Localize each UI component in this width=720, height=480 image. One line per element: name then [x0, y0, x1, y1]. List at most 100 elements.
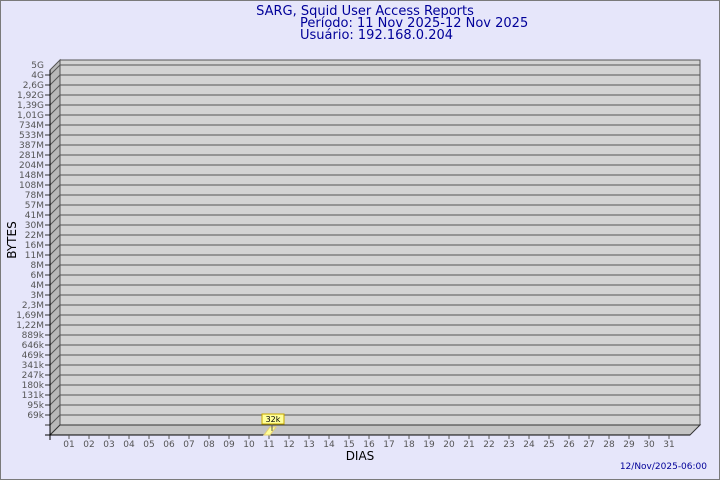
bar-label-box: [261, 413, 285, 425]
grid-line-side: [49, 244, 61, 256]
grid-line-side: [49, 314, 61, 326]
grid-line-side: [49, 344, 61, 356]
grid-line-side: [49, 284, 61, 296]
x-tick-label: 21: [463, 440, 474, 450]
y-tick-label: 148M: [19, 171, 44, 181]
y-tick-label: 41M: [25, 211, 44, 221]
grid-line-side: [49, 304, 61, 316]
bar: [263, 426, 277, 436]
grid-line-side: [49, 154, 61, 166]
y-tick-label: 69k: [27, 411, 44, 421]
x-tick-label: 09: [223, 440, 235, 450]
grid-line-side: [49, 144, 61, 156]
grid-line-side: [49, 214, 61, 226]
x-tick-label: 06: [163, 440, 175, 450]
y-tick-label: 1,69M: [16, 311, 44, 321]
y-tick-label: 889k: [22, 331, 45, 341]
grid-line-side: [49, 74, 61, 86]
bar-data-label: 32k: [266, 415, 281, 424]
grid-line-side: [49, 324, 61, 336]
chart-subtitle-user: Usuário: 192.168.0.204: [300, 28, 453, 43]
grid-line-side: [49, 294, 61, 306]
grid-line-side: [49, 364, 61, 376]
grid-line-side: [49, 204, 61, 216]
x-tick-label: 04: [123, 440, 135, 450]
y-tick-label: 2,6G: [23, 81, 44, 91]
grid-line-side: [49, 124, 61, 136]
x-tick-label: 12: [283, 440, 294, 450]
grid-line-side: [49, 134, 61, 146]
grid-line-side: [49, 234, 61, 246]
x-tick-label: 16: [363, 440, 375, 450]
y-tick-label: 533M: [19, 131, 44, 141]
y-tick-label: 22M: [25, 231, 44, 241]
chart-title: SARG, Squid User Access Reports: [256, 4, 474, 19]
x-tick-label: 10: [243, 440, 255, 450]
grid-line-side: [49, 114, 61, 126]
y-tick-label: 180k: [22, 381, 45, 391]
grid-line-side: [49, 174, 61, 186]
y-tick-label: 6M: [31, 271, 45, 281]
x-tick-label: 19: [423, 440, 435, 450]
x-tick-label: 26: [563, 440, 575, 450]
grid-line-side: [49, 354, 61, 366]
y-tick-label: 247k: [22, 371, 45, 381]
grid-line-side: [49, 264, 61, 276]
y-tick-label: 1,39G: [17, 101, 44, 111]
grid-line-side: [49, 104, 61, 116]
y-tick-label: 78M: [25, 191, 44, 201]
grid-line-side: [49, 194, 61, 206]
x-tick-label: 28: [603, 440, 615, 450]
grid-line-side: [49, 384, 61, 396]
grid-line-side: [49, 404, 61, 416]
y-tick-label: 4G: [31, 71, 44, 81]
x-tick-label: 30: [643, 440, 655, 450]
x-tick-label: 25: [543, 440, 554, 450]
y-tick-label: 1,92G: [17, 91, 44, 101]
plot-floor: [48, 424, 702, 436]
y-tick-label: 2,3M: [22, 301, 44, 311]
y-tick-label: 30M: [25, 221, 44, 231]
x-tick-label: 14: [323, 440, 335, 450]
y-tick-label: 5G: [31, 61, 44, 71]
x-tick-label: 23: [503, 440, 514, 450]
y-tick-label: 1,01G: [17, 111, 44, 121]
generated-timestamp: 12/Nov/2025-06:00: [620, 462, 707, 472]
x-tick-label: 17: [383, 440, 394, 450]
y-tick-label: 95k: [27, 401, 44, 411]
y-tick-label: 734M: [19, 121, 44, 131]
grid-line-side: [49, 254, 61, 266]
x-tick-label: 11: [263, 440, 274, 450]
y-tick-label: 204M: [19, 161, 44, 171]
x-tick-label: 18: [403, 440, 415, 450]
y-tick-label: 469k: [22, 351, 45, 361]
grid-line-side: [49, 224, 61, 236]
x-tick-label: 27: [583, 440, 594, 450]
x-tick-label: 20: [443, 440, 455, 450]
x-tick-label: 03: [103, 440, 114, 450]
y-tick-label: 1,22M: [16, 321, 44, 331]
x-tick-label: 13: [303, 440, 314, 450]
y-tick-label: 4M: [31, 281, 45, 291]
grid-line-side: [49, 274, 61, 286]
y-tick-label: 387M: [19, 141, 44, 151]
grid-line-side: [49, 84, 61, 96]
y-tick-label: 11M: [25, 251, 44, 261]
grid-line-side: [49, 64, 61, 76]
grid-line-side: [49, 334, 61, 346]
grid-line-side: [49, 394, 61, 406]
chart-subtitle-period: Período: 11 Nov 2025-12 Nov 2025: [300, 16, 528, 31]
grid-line-side: [49, 374, 61, 386]
y-axis-label: BYTES: [5, 221, 19, 258]
grid-line-side: [49, 184, 61, 196]
y-tick-label: 8M: [31, 261, 45, 271]
y-tick-label: 57M: [25, 201, 44, 211]
x-tick-label: 08: [203, 440, 215, 450]
y-tick-label: 131k: [22, 391, 45, 401]
y-tick-label: 3M: [31, 291, 45, 301]
x-tick-label: 31: [663, 440, 674, 450]
x-tick-label: 15: [343, 440, 354, 450]
grid-line-side: [49, 94, 61, 106]
y-tick-label: 281M: [19, 151, 44, 161]
x-tick-label: 01: [63, 440, 74, 450]
